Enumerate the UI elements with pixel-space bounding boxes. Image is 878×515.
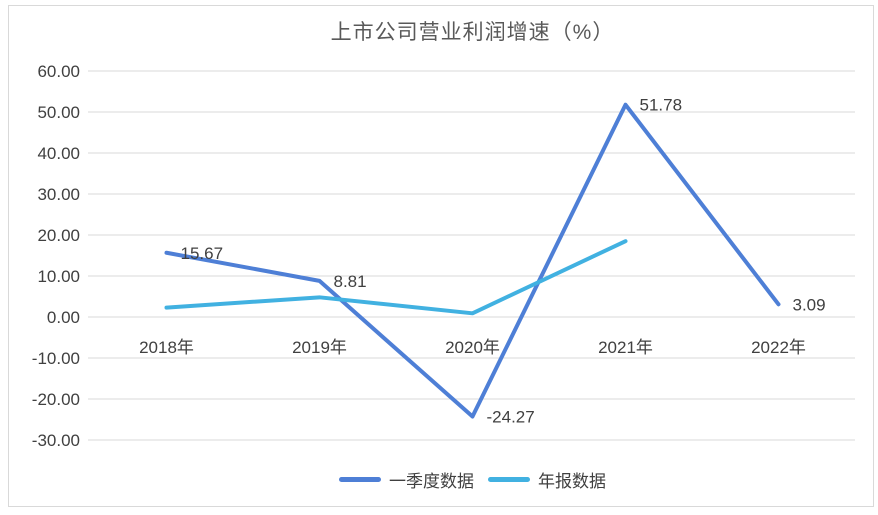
x-axis-category-label: 2022年 [751, 338, 806, 357]
chart-legend: 一季度数据 年报数据 [90, 467, 855, 492]
x-axis-category-label: 2019年 [292, 338, 347, 357]
point-data-label: 51.78 [640, 96, 683, 115]
x-axis-category-label: 2020年 [445, 338, 500, 357]
y-axis-tick-label: 40.00 [37, 144, 80, 163]
x-axis-category-label: 2021年 [598, 338, 653, 357]
y-axis-tick-label: 10.00 [37, 267, 80, 286]
y-axis-tick-label: -20.00 [32, 390, 80, 409]
chart-title: 上市公司营业利润增速（%） [330, 21, 615, 44]
y-axis-tick-label: 20.00 [37, 226, 80, 245]
series-line-年报数据 [164, 239, 628, 316]
legend-label: 年报数据 [538, 472, 606, 491]
legend-line-swatch-icon [488, 477, 530, 482]
x-axis-category-label: 2018年 [139, 338, 194, 357]
series-line-一季度数据 [164, 102, 781, 419]
point-data-label: 8.81 [334, 272, 367, 291]
legend-item-年报数据: 年报数据 [488, 467, 606, 492]
y-axis-tick-label: 60.00 [37, 62, 80, 81]
point-data-label: 3.09 [793, 295, 826, 314]
y-axis-tick-label: 50.00 [37, 103, 80, 122]
y-axis-tick-label: -10.00 [32, 349, 80, 368]
y-axis-tick-label: 30.00 [37, 185, 80, 204]
y-axis-tick-label: 0.00 [47, 308, 80, 327]
chart-frame-border [8, 5, 874, 507]
legend-label: 一季度数据 [389, 472, 474, 491]
point-data-label: -24.27 [487, 408, 535, 427]
legend-item-一季度数据: 一季度数据 [339, 467, 474, 492]
point-data-label: 15.67 [181, 244, 224, 263]
y-axis-tick-label: -30.00 [32, 431, 80, 450]
legend-line-swatch-icon [339, 477, 381, 482]
